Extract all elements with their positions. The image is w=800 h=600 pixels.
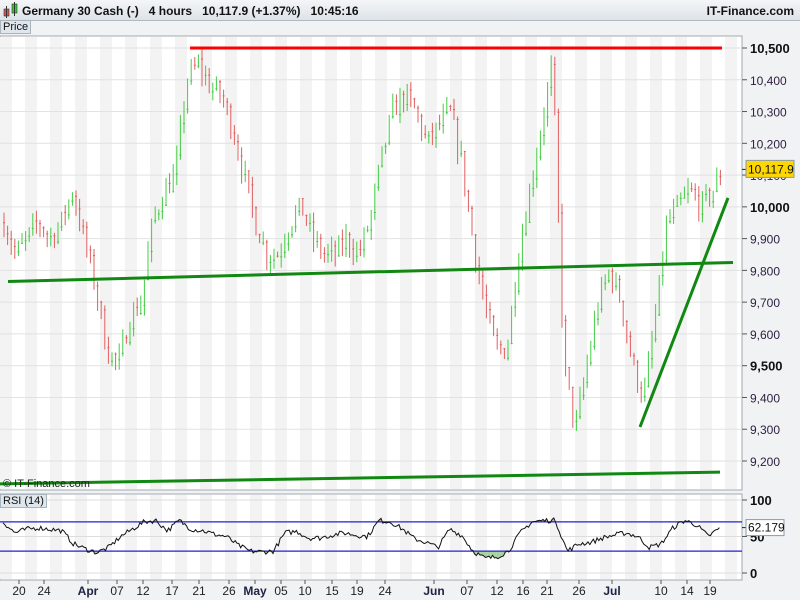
rsi-tick-label: 0 — [750, 566, 757, 581]
y-tick-label: 10,500 — [750, 41, 790, 56]
day-stripe — [175, 37, 187, 489]
day-stripe — [325, 37, 337, 489]
day-stripe — [225, 37, 237, 489]
y-tick-label: 9,600 — [750, 328, 780, 342]
x-tick-label: 10 — [298, 584, 312, 598]
y-tick-label: 9,700 — [750, 296, 780, 310]
x-tick-label: 26 — [572, 584, 586, 598]
candlestick-icon — [3, 2, 18, 18]
chart-title: Germany 30 Cash (-) 4 hours 10,117.9 (+1… — [22, 4, 359, 18]
y-tick-label: 9,900 — [750, 233, 780, 247]
rsi-value-badge — [745, 519, 785, 537]
x-tick-label: 24 — [37, 584, 51, 598]
last-price-badge — [745, 159, 795, 178]
day-stripe — [550, 37, 562, 489]
y-tick-label: 9,400 — [750, 391, 780, 405]
oversold-fill — [496, 551, 498, 559]
y-tick-label: 10,300 — [750, 106, 787, 120]
x-tick-label: 12 — [490, 584, 504, 598]
x-tick-label: 12 — [136, 584, 150, 598]
day-stripe — [575, 37, 587, 489]
oversold-fill — [501, 551, 504, 557]
oversold-fill — [487, 551, 489, 557]
last-price-value: 10,117.9 — [748, 162, 794, 176]
x-tick-label: 19 — [703, 584, 717, 598]
oversold-fill — [494, 551, 497, 558]
day-stripe — [300, 37, 312, 489]
oversold-fill — [498, 551, 500, 559]
day-stripe — [475, 37, 487, 489]
rsi-line — [2, 517, 720, 560]
x-tick-label: 17 — [165, 584, 179, 598]
day-stripe — [425, 37, 437, 489]
rsi-panel-label: RSI (14) — [0, 494, 47, 508]
oversold-fill — [499, 551, 502, 558]
y-tick-label: 9,800 — [750, 264, 780, 278]
x-tick-label: Apr — [78, 584, 99, 598]
x-tick-label: 14 — [680, 584, 694, 598]
price-panel-label: Price — [0, 20, 32, 34]
day-stripe — [75, 37, 87, 489]
x-tick-label: 20 — [12, 584, 26, 598]
x-tick-label: May — [243, 584, 267, 598]
day-stripe — [375, 37, 387, 489]
support-line — [7, 260, 734, 284]
x-tick-label: 24 — [378, 584, 392, 598]
brand: IT-Finance.com — [706, 4, 794, 18]
rsi-tick-label: 100 — [750, 493, 772, 508]
x-tick-label: 07 — [110, 584, 124, 598]
x-tick-label: 10 — [654, 584, 668, 598]
x-tick-label: Jul — [603, 584, 620, 598]
oversold-fill — [480, 551, 482, 556]
day-stripe — [0, 37, 12, 489]
day-stripe — [200, 37, 212, 489]
day-stripe — [50, 37, 62, 489]
x-tick-label: 05 — [274, 584, 288, 598]
day-stripe — [525, 37, 537, 489]
uptrend-line — [638, 197, 730, 428]
y-tick-label: 10,200 — [750, 137, 787, 151]
x-tick-label: 19 — [350, 584, 364, 598]
day-stripe — [150, 37, 162, 489]
day-stripe — [450, 37, 462, 489]
x-tick-label: Jun — [423, 584, 444, 598]
oversold-fill — [492, 551, 495, 558]
y-tick-label: 9,300 — [750, 423, 780, 437]
oversold-fill — [474, 551, 477, 556]
x-tick-label: 07 — [460, 584, 474, 598]
day-stripe — [125, 37, 137, 489]
day-stripe — [625, 37, 637, 489]
title-bar: Germany 30 Cash (-) 4 hours 10,117.9 (+1… — [0, 0, 800, 21]
day-stripe — [350, 37, 362, 489]
day-stripe — [100, 37, 112, 489]
rsi-last-value: 62.179 — [748, 521, 785, 535]
x-tick-label: 15 — [325, 584, 339, 598]
day-stripe — [600, 37, 612, 489]
x-tick-label: 21 — [540, 584, 554, 598]
y-tick-label: 9,500 — [750, 359, 783, 374]
x-tick-label: 21 — [192, 584, 206, 598]
day-stripe — [400, 37, 412, 489]
y-tick-label: 9,200 — [750, 455, 780, 469]
day-stripe — [250, 37, 262, 489]
x-tick-label: 16 — [516, 584, 530, 598]
lower-support-line — [0, 470, 721, 486]
y-tick-label: 10,400 — [750, 74, 787, 88]
y-tick-label: 10,000 — [750, 200, 790, 215]
x-tick-label: 26 — [222, 584, 236, 598]
watermark: © IT-Finance.com — [3, 478, 90, 490]
day-stripe — [25, 37, 37, 489]
day-stripe — [500, 37, 512, 489]
oversold-fill — [490, 551, 493, 559]
oversold-fill — [485, 551, 488, 558]
